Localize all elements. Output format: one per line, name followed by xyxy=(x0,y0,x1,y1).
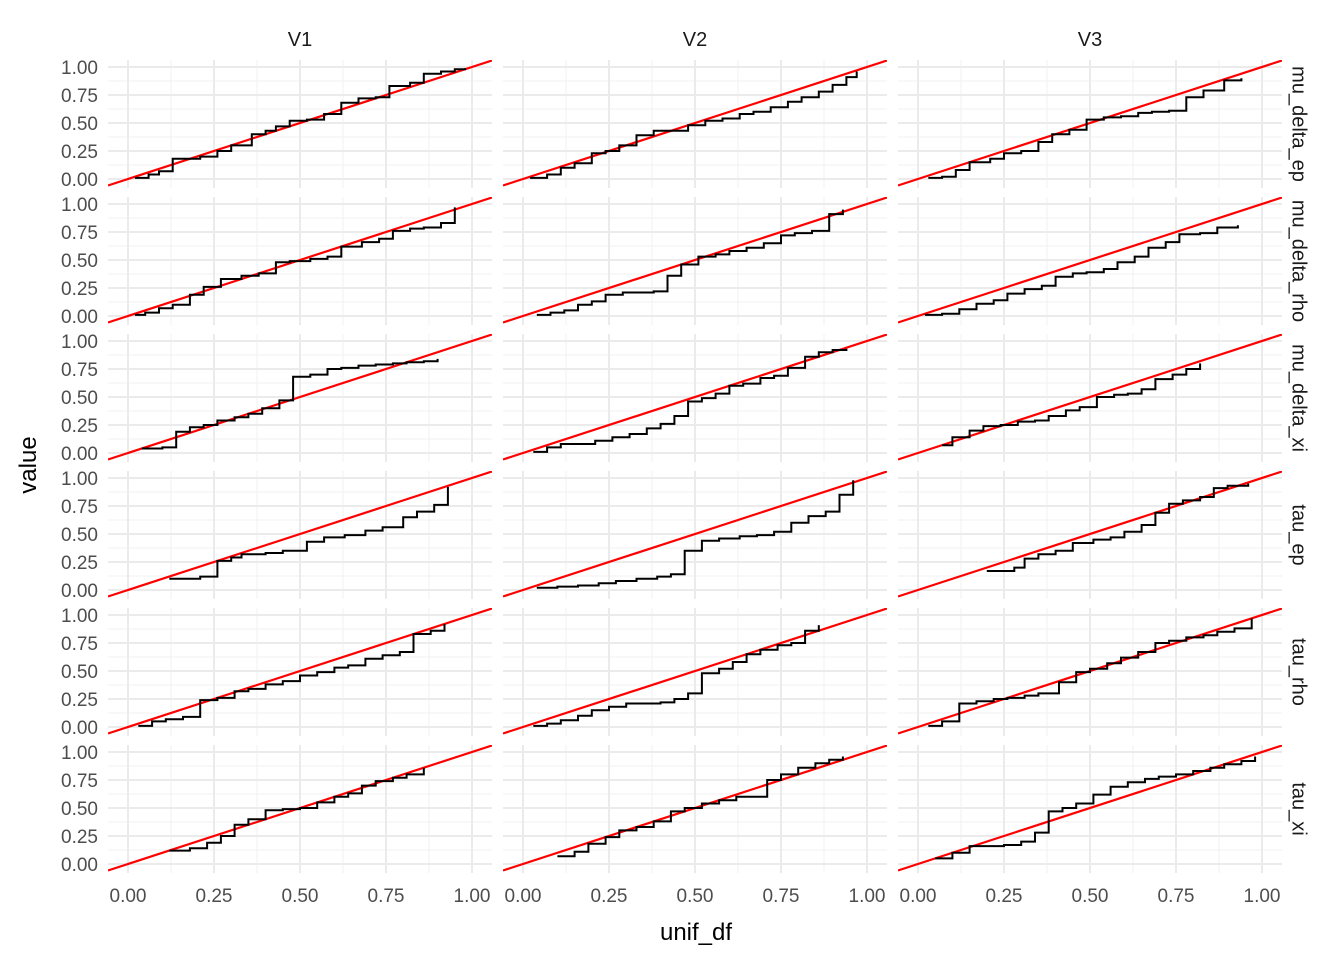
y-tick-label: 0.25 xyxy=(61,416,98,437)
y-tick-label: 1.00 xyxy=(61,606,98,627)
y-tick-label: 0.00 xyxy=(61,170,98,191)
reference-line xyxy=(898,197,1282,324)
ecdf-step-line xyxy=(942,363,1202,447)
row-strip-label: tau_xi xyxy=(1288,782,1310,835)
y-tick-label: 0.75 xyxy=(61,360,98,381)
ecdf-step-line xyxy=(529,71,858,179)
y-tick-label: 1.00 xyxy=(61,332,98,353)
y-tick-label: 0.75 xyxy=(61,223,98,244)
ecdf-step-line xyxy=(928,618,1253,727)
ecdf-step-line xyxy=(533,348,848,453)
x-tick-label: 0.50 xyxy=(677,886,714,907)
ecdf-step-line xyxy=(986,483,1250,572)
y-tick-label: 0.25 xyxy=(61,827,98,848)
x-tick-label: 0.50 xyxy=(1072,886,1109,907)
y-tick-label: 0.50 xyxy=(61,662,98,683)
ecdf-step-line xyxy=(924,225,1239,316)
ecdf-step-line xyxy=(557,756,844,858)
x-tick-label: 0.00 xyxy=(110,886,147,907)
y-tick-label: 0.25 xyxy=(61,553,98,574)
reference-line xyxy=(108,608,492,735)
y-tick-label: 0.75 xyxy=(61,497,98,518)
ecdf-step-line xyxy=(169,767,425,852)
y-tick-label: 0.00 xyxy=(61,718,98,739)
ecdf-step-line xyxy=(141,358,439,450)
y-tick-label: 0.25 xyxy=(61,142,98,163)
reference-line xyxy=(503,197,887,324)
row-strip-label: mu_delta_xi xyxy=(1288,344,1310,452)
reference-line xyxy=(898,60,1282,187)
y-tick-label: 0.75 xyxy=(61,771,98,792)
row-strip-label: mu_delta_ep xyxy=(1288,66,1310,182)
y-tick-label: 1.00 xyxy=(61,469,98,490)
column-strip-label: V3 xyxy=(1078,29,1102,51)
y-tick-label: 1.00 xyxy=(61,743,98,764)
ecdf-step-line xyxy=(928,78,1243,179)
grid-layer xyxy=(108,60,1282,873)
x-tick-label: 0.25 xyxy=(196,886,233,907)
text-layer: V1 V2 V3 mu_delta_ep mu_delta_rho mu_delta_xi… xyxy=(61,29,1310,907)
ecdf-step-line xyxy=(134,207,456,316)
y-tick-label: 0.00 xyxy=(61,444,98,465)
y-tick-label: 0.00 xyxy=(61,581,98,602)
ecdf-step-line xyxy=(138,624,446,727)
ecdf-step-line xyxy=(935,756,1257,860)
x-tick-label: 1.00 xyxy=(454,886,491,907)
reference-line xyxy=(108,471,492,598)
ecdf-step-line xyxy=(134,68,467,179)
x-tick-label: 0.25 xyxy=(591,886,628,907)
y-tick-label: 0.50 xyxy=(61,388,98,409)
y-tick-label: 0.00 xyxy=(61,855,98,876)
reference-line xyxy=(503,608,887,735)
x-tick-label: 0.75 xyxy=(368,886,405,907)
y-tick-label: 1.00 xyxy=(61,195,98,216)
ecdf-step-line xyxy=(533,625,820,727)
x-tick-label: 1.00 xyxy=(849,886,886,907)
y-tick-label: 0.00 xyxy=(61,307,98,328)
y-tick-label: 1.00 xyxy=(61,58,98,79)
reference-line xyxy=(108,197,492,324)
y-tick-label: 0.50 xyxy=(61,251,98,272)
reference-line xyxy=(503,60,887,187)
reference-line xyxy=(898,334,1282,461)
reference-line xyxy=(898,471,1282,598)
row-strip-label: mu_delta_rho xyxy=(1288,200,1310,322)
reference-line xyxy=(898,745,1282,872)
x-tick-label: 0.50 xyxy=(282,886,319,907)
data-series-layer xyxy=(134,68,1257,860)
y-tick-label: 0.50 xyxy=(61,525,98,546)
column-strip-label: V1 xyxy=(288,29,312,51)
x-tick-label: 0.75 xyxy=(763,886,800,907)
ecdf-step-line xyxy=(169,487,449,580)
x-tick-label: 0.75 xyxy=(1158,886,1195,907)
reference-line xyxy=(503,471,887,598)
reference-line xyxy=(108,334,492,461)
x-axis-title: unif_df xyxy=(660,919,732,946)
x-tick-label: 0.00 xyxy=(900,886,937,907)
x-tick-label: 1.00 xyxy=(1244,886,1281,907)
y-tick-label: 0.75 xyxy=(61,86,98,107)
x-tick-label: 0.00 xyxy=(505,886,542,907)
ecdf-step-line xyxy=(536,480,855,589)
y-tick-label: 0.25 xyxy=(61,690,98,711)
y-tick-label: 0.25 xyxy=(61,279,98,300)
y-axis-title: value xyxy=(15,436,42,493)
y-tick-label: 0.50 xyxy=(61,799,98,820)
row-strip-label: tau_rho xyxy=(1288,638,1310,706)
y-tick-label: 0.75 xyxy=(61,634,98,655)
ecdf-step-line xyxy=(536,209,844,316)
row-strip-label: tau_ep xyxy=(1288,504,1310,565)
column-strip-label: V2 xyxy=(683,29,707,51)
y-tick-label: 0.50 xyxy=(61,114,98,135)
x-tick-label: 0.25 xyxy=(986,886,1023,907)
reference-line xyxy=(503,334,887,461)
